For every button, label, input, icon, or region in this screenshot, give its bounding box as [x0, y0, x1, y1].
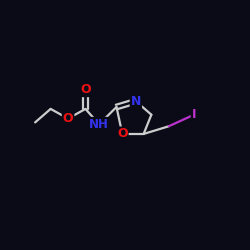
Text: O: O	[80, 83, 91, 96]
Text: O: O	[117, 128, 128, 140]
Text: N: N	[131, 95, 141, 108]
Text: NH: NH	[89, 118, 109, 131]
Text: I: I	[192, 108, 196, 121]
Text: O: O	[63, 112, 74, 125]
